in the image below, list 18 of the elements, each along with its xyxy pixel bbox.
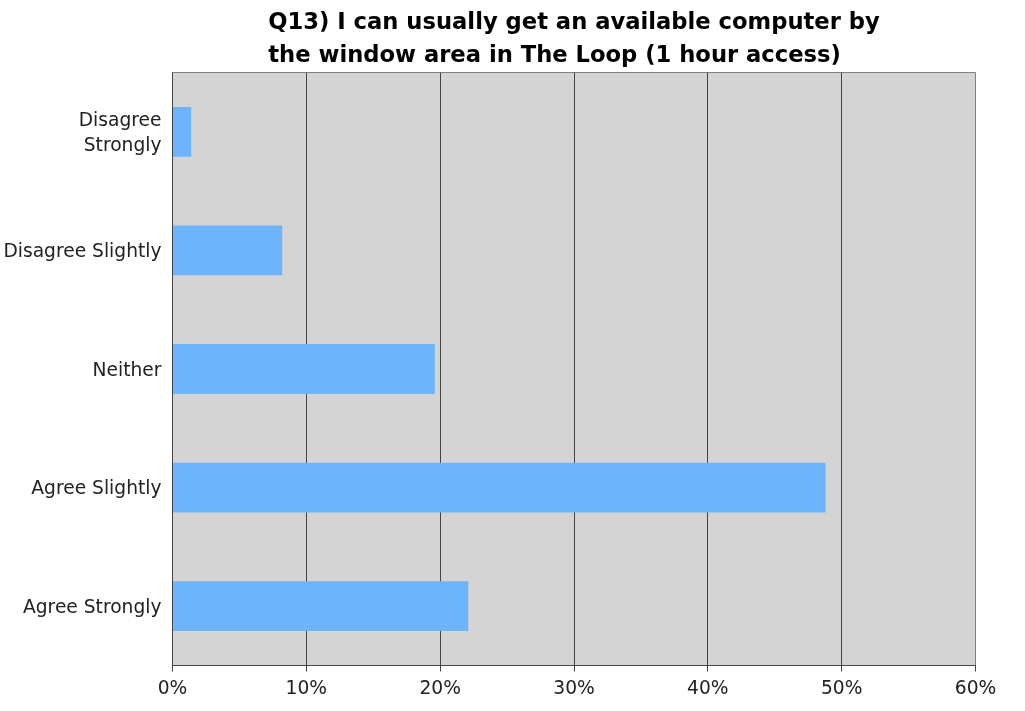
bar	[172, 581, 469, 632]
y-tick-label: Disagree Strongly	[78, 108, 162, 155]
y-tick-label: Neither	[92, 358, 162, 380]
x-tick-label: 40%	[687, 676, 729, 698]
x-tick-label: 0%	[157, 676, 188, 698]
bar	[172, 225, 283, 276]
x-tick-label: 20%	[419, 676, 461, 698]
bar	[172, 462, 826, 513]
bar	[172, 344, 435, 394]
x-tick-label: 60%	[954, 676, 997, 698]
x-tick-label: 10%	[285, 676, 328, 698]
y-tick-label: Agree Slightly	[31, 477, 162, 499]
bar	[172, 106, 192, 157]
y-tick-label: Agree Strongly	[23, 595, 162, 617]
x-tick-label: 30%	[553, 676, 595, 698]
y-tick-label: Disagree Slightly	[3, 239, 162, 261]
x-tick-label: 50%	[820, 676, 863, 698]
chart-title: Q13) I can usually get an available computer by the window area in The Loop (1 hour access)	[268, 7, 880, 68]
